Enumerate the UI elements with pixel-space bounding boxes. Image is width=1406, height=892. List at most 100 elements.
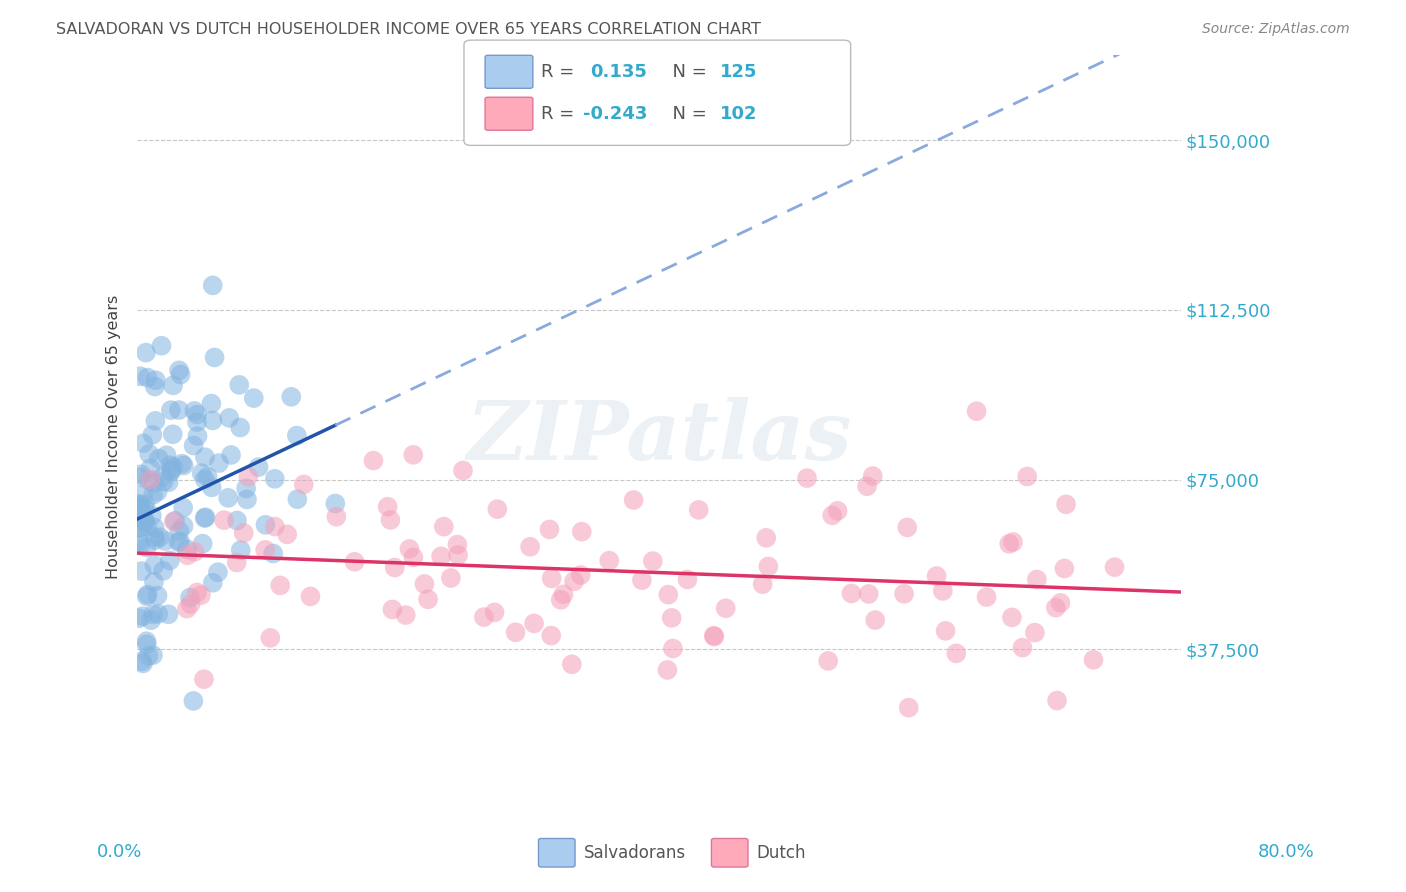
Point bbox=[263, 519, 285, 533]
Point bbox=[141, 427, 163, 442]
Point bbox=[540, 571, 562, 585]
Point bbox=[821, 508, 844, 523]
Point bbox=[167, 535, 190, 549]
Point bbox=[155, 448, 177, 462]
Point bbox=[343, 555, 366, 569]
Point bbox=[128, 507, 150, 521]
Point bbox=[862, 469, 884, 483]
Point bbox=[1017, 469, 1039, 483]
Point bbox=[146, 589, 169, 603]
Point bbox=[238, 469, 260, 483]
Point bbox=[136, 520, 159, 534]
Text: N =: N = bbox=[661, 104, 713, 123]
Point bbox=[142, 607, 165, 622]
Point bbox=[269, 578, 291, 592]
Point bbox=[173, 458, 195, 473]
Point bbox=[163, 515, 186, 529]
Text: 125: 125 bbox=[720, 62, 758, 81]
Point bbox=[169, 524, 191, 538]
Text: Source: ZipAtlas.com: Source: ZipAtlas.com bbox=[1202, 22, 1350, 37]
Point bbox=[863, 613, 886, 627]
Point bbox=[714, 601, 737, 615]
Point bbox=[925, 569, 948, 583]
Point bbox=[129, 467, 152, 482]
Point bbox=[212, 513, 235, 527]
Point bbox=[1001, 610, 1024, 624]
Point bbox=[247, 460, 270, 475]
Point bbox=[827, 504, 849, 518]
Point bbox=[276, 527, 298, 541]
Text: ZIPatlas: ZIPatlas bbox=[467, 397, 852, 477]
Point bbox=[176, 601, 198, 615]
Point bbox=[363, 453, 385, 467]
Point bbox=[395, 608, 418, 623]
Point bbox=[569, 568, 592, 582]
Point bbox=[1002, 535, 1025, 549]
Point bbox=[160, 403, 183, 417]
Text: 0.135: 0.135 bbox=[591, 62, 647, 81]
Point bbox=[623, 492, 645, 507]
Point bbox=[157, 607, 180, 622]
Point bbox=[163, 514, 186, 528]
Point bbox=[976, 590, 998, 604]
Point bbox=[183, 545, 205, 559]
Point bbox=[134, 514, 156, 528]
Point bbox=[433, 519, 456, 533]
Point bbox=[186, 585, 208, 599]
Point bbox=[1083, 653, 1105, 667]
Point bbox=[1025, 573, 1047, 587]
Point bbox=[381, 602, 404, 616]
Point bbox=[128, 520, 150, 534]
Point bbox=[207, 565, 229, 579]
Point bbox=[325, 509, 347, 524]
Point bbox=[131, 564, 153, 578]
Point bbox=[129, 498, 152, 512]
Point bbox=[167, 403, 190, 417]
Point bbox=[200, 396, 222, 410]
Point bbox=[139, 461, 162, 475]
Point bbox=[523, 616, 546, 631]
Point bbox=[134, 498, 156, 512]
Point bbox=[172, 500, 194, 515]
Text: R =: R = bbox=[541, 62, 586, 81]
Point bbox=[159, 553, 181, 567]
Point bbox=[292, 477, 315, 491]
Point bbox=[132, 657, 155, 671]
Point bbox=[157, 475, 180, 490]
Y-axis label: Householder Income Over 65 years: Householder Income Over 65 years bbox=[107, 295, 121, 579]
Point bbox=[135, 589, 157, 603]
Point bbox=[755, 531, 778, 545]
Point bbox=[186, 408, 208, 422]
Point bbox=[486, 502, 509, 516]
Point bbox=[242, 391, 264, 405]
Point bbox=[186, 429, 208, 443]
Point bbox=[194, 472, 217, 486]
Text: Dutch: Dutch bbox=[756, 844, 806, 862]
Point bbox=[896, 520, 918, 534]
Point bbox=[128, 497, 150, 511]
Point bbox=[262, 546, 284, 560]
Point bbox=[935, 624, 957, 638]
Point bbox=[194, 510, 217, 524]
Point bbox=[131, 515, 153, 529]
Point bbox=[228, 377, 250, 392]
Point bbox=[139, 613, 162, 627]
Point bbox=[173, 519, 195, 533]
Point bbox=[402, 550, 425, 565]
Point bbox=[180, 597, 202, 611]
Point bbox=[413, 577, 436, 591]
Point bbox=[138, 447, 160, 461]
Point bbox=[132, 488, 155, 502]
Point bbox=[751, 577, 773, 591]
Point bbox=[129, 539, 152, 553]
Point bbox=[254, 542, 277, 557]
Point bbox=[280, 390, 302, 404]
Text: Salvadorans: Salvadorans bbox=[583, 844, 686, 862]
Point bbox=[858, 587, 880, 601]
Point bbox=[631, 573, 654, 587]
Point bbox=[194, 511, 217, 525]
Point bbox=[186, 415, 208, 429]
Point bbox=[183, 694, 205, 708]
Point bbox=[217, 491, 239, 505]
Point bbox=[167, 363, 190, 377]
